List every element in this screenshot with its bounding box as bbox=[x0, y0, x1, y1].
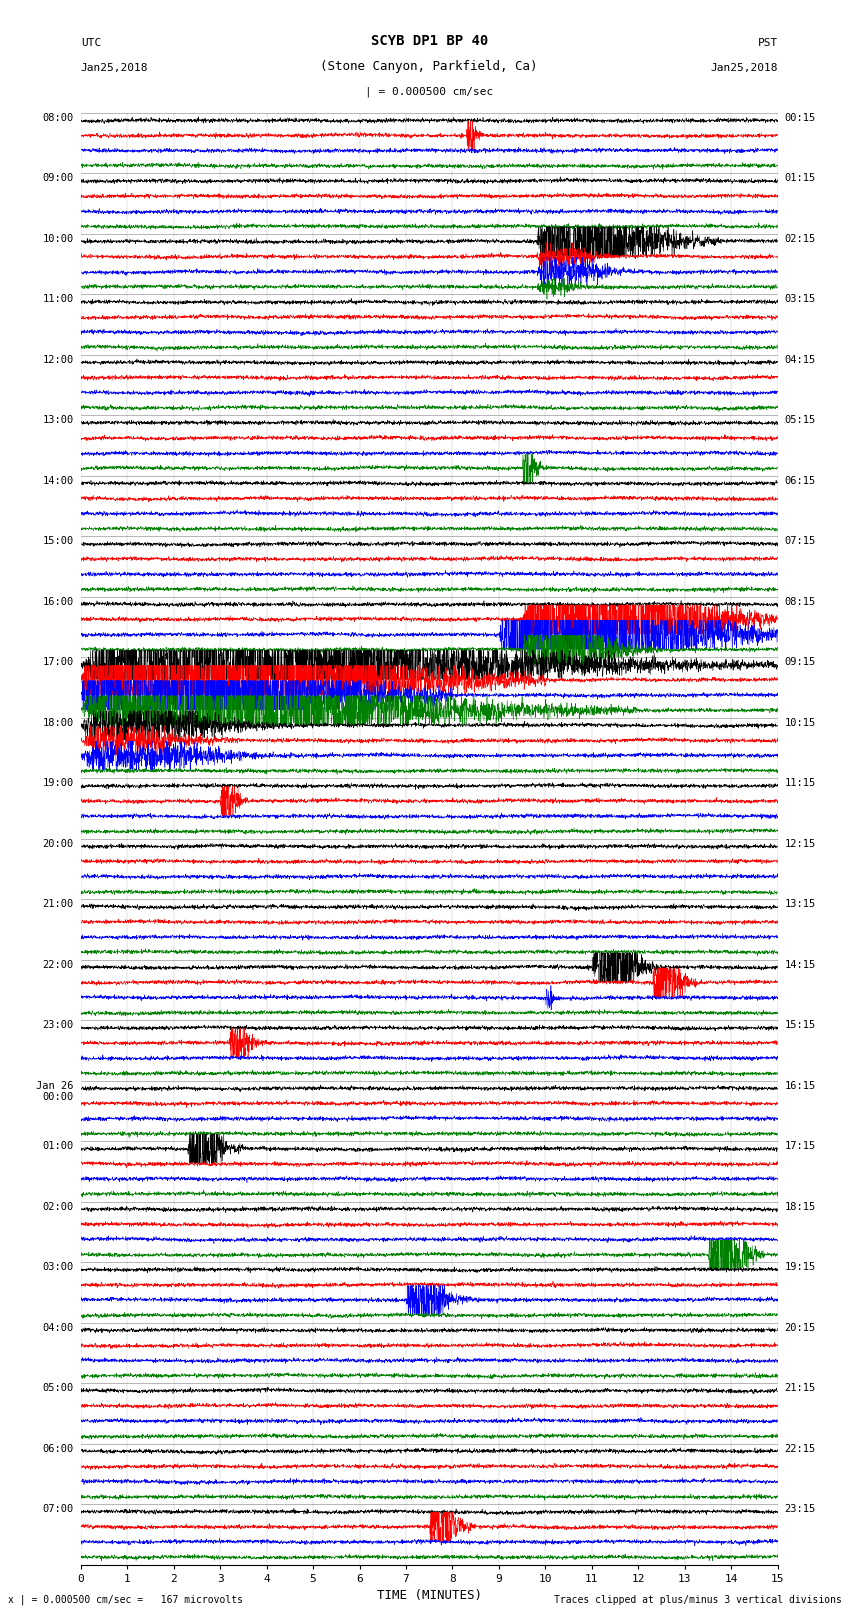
Text: PST: PST bbox=[757, 39, 778, 48]
Text: 14:00: 14:00 bbox=[42, 476, 74, 486]
Text: 20:15: 20:15 bbox=[785, 1323, 816, 1332]
Text: 12:15: 12:15 bbox=[785, 839, 816, 848]
Text: 15:00: 15:00 bbox=[42, 536, 74, 547]
Text: (Stone Canyon, Parkfield, Ca): (Stone Canyon, Parkfield, Ca) bbox=[320, 60, 538, 73]
Text: 21:00: 21:00 bbox=[42, 900, 74, 910]
X-axis label: TIME (MINUTES): TIME (MINUTES) bbox=[377, 1589, 482, 1602]
Text: 00:15: 00:15 bbox=[785, 113, 816, 123]
Text: 22:15: 22:15 bbox=[785, 1444, 816, 1453]
Text: 12:00: 12:00 bbox=[42, 355, 74, 365]
Text: UTC: UTC bbox=[81, 39, 101, 48]
Text: 17:15: 17:15 bbox=[785, 1142, 816, 1152]
Text: Jan 26
00:00: Jan 26 00:00 bbox=[37, 1081, 74, 1102]
Text: 09:15: 09:15 bbox=[785, 658, 816, 668]
Text: 16:00: 16:00 bbox=[42, 597, 74, 606]
Text: 19:15: 19:15 bbox=[785, 1261, 816, 1273]
Text: 01:00: 01:00 bbox=[42, 1142, 74, 1152]
Text: 16:15: 16:15 bbox=[785, 1081, 816, 1090]
Text: 03:00: 03:00 bbox=[42, 1261, 74, 1273]
Text: Jan25,2018: Jan25,2018 bbox=[711, 63, 778, 73]
Text: 06:00: 06:00 bbox=[42, 1444, 74, 1453]
Text: 22:00: 22:00 bbox=[42, 960, 74, 969]
Text: 05:15: 05:15 bbox=[785, 415, 816, 426]
Text: 14:15: 14:15 bbox=[785, 960, 816, 969]
Text: 21:15: 21:15 bbox=[785, 1382, 816, 1394]
Text: 20:00: 20:00 bbox=[42, 839, 74, 848]
Text: 17:00: 17:00 bbox=[42, 658, 74, 668]
Text: 10:00: 10:00 bbox=[42, 234, 74, 244]
Text: 03:15: 03:15 bbox=[785, 294, 816, 305]
Text: 19:00: 19:00 bbox=[42, 779, 74, 789]
Text: Traces clipped at plus/minus 3 vertical divisions: Traces clipped at plus/minus 3 vertical … bbox=[553, 1595, 842, 1605]
Text: Jan25,2018: Jan25,2018 bbox=[81, 63, 148, 73]
Text: 18:00: 18:00 bbox=[42, 718, 74, 727]
Text: 02:15: 02:15 bbox=[785, 234, 816, 244]
Text: 09:00: 09:00 bbox=[42, 173, 74, 184]
Text: 07:15: 07:15 bbox=[785, 536, 816, 547]
Text: 11:15: 11:15 bbox=[785, 779, 816, 789]
Text: 05:00: 05:00 bbox=[42, 1382, 74, 1394]
Text: x | = 0.000500 cm/sec =   167 microvolts: x | = 0.000500 cm/sec = 167 microvolts bbox=[8, 1594, 243, 1605]
Text: 04:00: 04:00 bbox=[42, 1323, 74, 1332]
Text: 10:15: 10:15 bbox=[785, 718, 816, 727]
Text: 23:00: 23:00 bbox=[42, 1021, 74, 1031]
Text: 13:15: 13:15 bbox=[785, 900, 816, 910]
Text: 08:00: 08:00 bbox=[42, 113, 74, 123]
Text: | = 0.000500 cm/sec: | = 0.000500 cm/sec bbox=[366, 85, 493, 97]
Text: 13:00: 13:00 bbox=[42, 415, 74, 426]
Text: 04:15: 04:15 bbox=[785, 355, 816, 365]
Text: 18:15: 18:15 bbox=[785, 1202, 816, 1211]
Text: 01:15: 01:15 bbox=[785, 173, 816, 184]
Text: 15:15: 15:15 bbox=[785, 1021, 816, 1031]
Text: 23:15: 23:15 bbox=[785, 1503, 816, 1515]
Text: 11:00: 11:00 bbox=[42, 294, 74, 305]
Text: 08:15: 08:15 bbox=[785, 597, 816, 606]
Text: 07:00: 07:00 bbox=[42, 1503, 74, 1515]
Text: 02:00: 02:00 bbox=[42, 1202, 74, 1211]
Text: 06:15: 06:15 bbox=[785, 476, 816, 486]
Text: SCYB DP1 BP 40: SCYB DP1 BP 40 bbox=[371, 34, 488, 48]
